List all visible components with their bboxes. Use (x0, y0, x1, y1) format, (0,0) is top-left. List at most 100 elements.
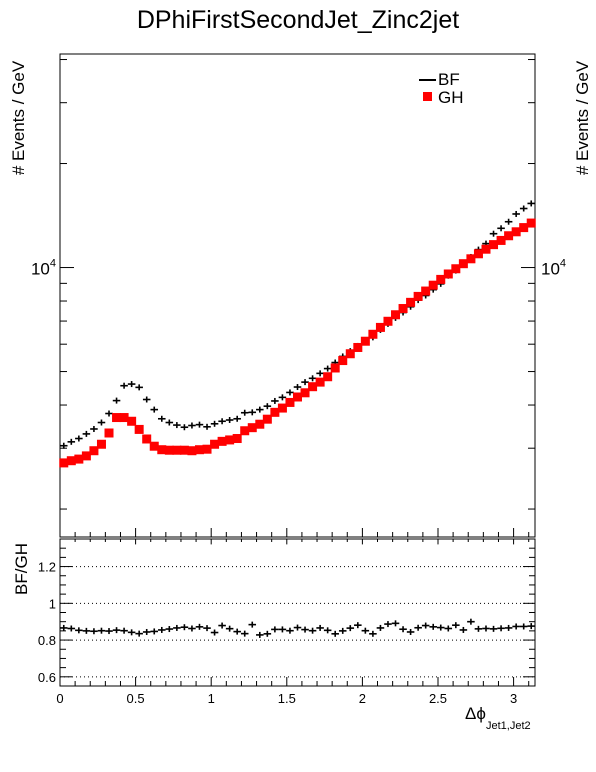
ratio-point (195, 623, 204, 630)
gh-point (300, 388, 310, 398)
ratio-point (361, 627, 370, 634)
gh-point (89, 446, 99, 456)
ratio-point (436, 624, 445, 631)
ratio-point (399, 626, 407, 633)
gh-point (164, 445, 174, 455)
bf-point (90, 425, 98, 432)
x-axis-label: Δϕ (465, 704, 486, 723)
gh-point (172, 445, 182, 455)
legend-gh-marker (423, 92, 432, 101)
gh-point (285, 397, 295, 407)
ratio-point (188, 625, 196, 632)
gh-point (398, 304, 408, 314)
gh-point (270, 407, 280, 417)
gh-point (360, 336, 370, 346)
bf-point (527, 200, 535, 207)
bf-point (120, 382, 128, 389)
ratio-point (127, 629, 136, 636)
gh-point (74, 454, 84, 464)
bf-point (135, 384, 143, 391)
legend: BF GH (416, 68, 508, 108)
gh-point (330, 363, 340, 373)
bf-point (316, 370, 324, 377)
ratio-point (444, 625, 453, 632)
legend-bf-label: BF (438, 70, 460, 89)
top-y-axis-label-right: # Events / GeV (573, 60, 592, 175)
x-tick-label: 0.5 (127, 691, 145, 706)
gh-point (504, 231, 514, 241)
bottom-y-axis-label-group: BF/GH (12, 543, 31, 595)
x-tick-label: 2 (359, 691, 366, 706)
ratio-point (82, 627, 91, 634)
ratio-point (112, 627, 121, 634)
bf-point (519, 205, 528, 212)
ratio-point (210, 629, 219, 636)
bf-point (105, 410, 113, 417)
ratio-point (391, 620, 400, 627)
ratio-point (240, 630, 249, 637)
gh-point (104, 428, 114, 438)
ratio-point (173, 624, 181, 631)
ratio-point (429, 623, 437, 630)
gh-point (526, 218, 536, 228)
bf-point (173, 422, 181, 429)
ratio-point (406, 628, 415, 635)
gh-point (473, 249, 483, 259)
ratio-point (504, 624, 513, 631)
ratio-point (421, 622, 430, 629)
ratio-point (459, 626, 468, 633)
gh-point (489, 240, 499, 250)
ratio-point (467, 618, 475, 625)
bf-point (97, 419, 106, 426)
gh-point (255, 419, 265, 429)
gh-point (406, 297, 416, 307)
gh-point (225, 435, 235, 445)
series-gh (59, 218, 536, 468)
bf-point (497, 225, 505, 232)
bf-point (60, 442, 68, 449)
ratio-point (414, 624, 422, 631)
gh-point (112, 413, 122, 423)
ratio-point (180, 624, 189, 631)
bf-point (195, 421, 204, 428)
bf-point (248, 409, 257, 416)
bf-point (158, 415, 166, 422)
top-panel-frame (59, 53, 536, 538)
ratio-point (233, 628, 241, 635)
gh-point (194, 445, 204, 455)
bf-point (240, 409, 249, 416)
bf-point (142, 396, 151, 403)
gh-point (81, 451, 91, 461)
bottom-y-ticks: 0.6 0.8 1 1.2 (38, 547, 535, 685)
gh-point (345, 349, 355, 359)
gh-point (383, 316, 393, 326)
gh-point (96, 439, 106, 449)
ratio-point (271, 626, 279, 633)
x-tick-label: 1.5 (278, 691, 296, 706)
gh-point (202, 444, 212, 454)
top-y-axis-label-group: # Events / GeV (9, 60, 28, 175)
gh-point (519, 223, 529, 233)
top-y-ticks: 104 104 (31, 59, 566, 510)
bf-point (225, 417, 234, 424)
ratio-point (286, 627, 294, 634)
ratio-point (142, 628, 151, 635)
gh-point (443, 269, 453, 279)
ratio-point (512, 623, 520, 630)
gh-point (308, 382, 318, 392)
gh-point (59, 458, 69, 468)
gh-point (247, 423, 257, 433)
ratio-point (452, 622, 460, 629)
x-ticks: 0 0.5 1 1.5 2 2.5 3 (56, 528, 530, 706)
ratio-point (316, 624, 324, 631)
gh-point (134, 424, 144, 434)
bottom-y-tick-label: 1 (49, 596, 56, 611)
bf-point (489, 230, 498, 237)
bf-point (504, 218, 513, 225)
gh-point (458, 259, 468, 269)
top-y-tick-label-right: 104 (541, 258, 566, 279)
ratio-point (331, 630, 339, 637)
ratio-point (489, 625, 498, 632)
x-tick-label: 3 (510, 691, 517, 706)
bottom-panel-frame (59, 538, 536, 687)
